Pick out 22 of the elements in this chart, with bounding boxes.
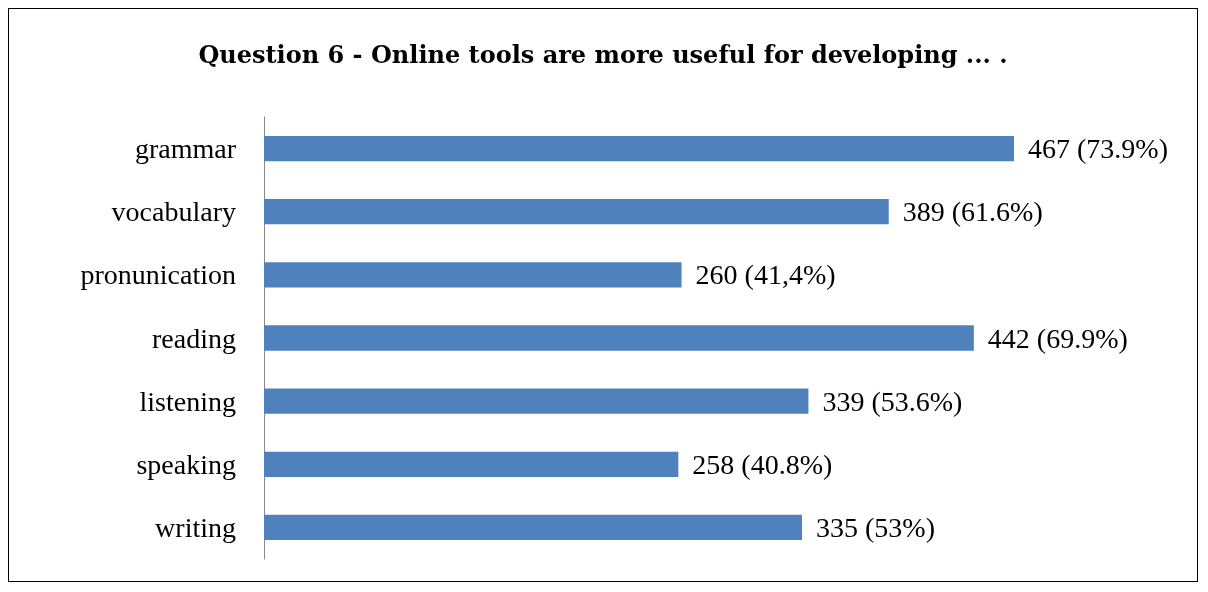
data-label: 260 (41,4%) — [695, 259, 836, 291]
chart-title: Question 6 - Online tools are more useful for developing ... . — [198, 39, 1008, 69]
data-label: 389 (61.6%) — [902, 196, 1043, 228]
data-label: 339 (53.6%) — [822, 385, 963, 417]
bar — [264, 451, 679, 477]
y-tick-label: grammar — [134, 133, 237, 165]
data-label: 335 (53%) — [816, 511, 935, 543]
bar — [264, 514, 803, 541]
data-label: 467 (73.9%) — [1028, 133, 1168, 165]
bar — [264, 325, 974, 351]
y-tick-label: listening — [139, 385, 236, 417]
bar — [264, 262, 682, 288]
y-tick-label: reading — [152, 322, 236, 354]
bar — [264, 199, 889, 225]
data-label: 442 (69.9%) — [987, 322, 1128, 354]
y-tick-label: pronunication — [80, 259, 236, 291]
data-label: 258 (40.8%) — [692, 448, 833, 480]
y-tick-label: writing — [155, 511, 236, 543]
bar — [264, 135, 1014, 162]
bar — [264, 388, 809, 414]
y-tick-label: vocabulary — [111, 196, 236, 228]
y-tick-label: speaking — [136, 448, 236, 480]
